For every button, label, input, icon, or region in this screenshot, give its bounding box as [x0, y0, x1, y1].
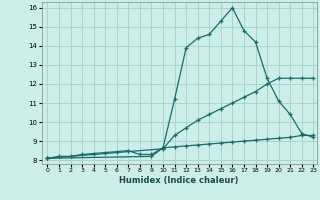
X-axis label: Humidex (Indice chaleur): Humidex (Indice chaleur) — [119, 176, 239, 185]
